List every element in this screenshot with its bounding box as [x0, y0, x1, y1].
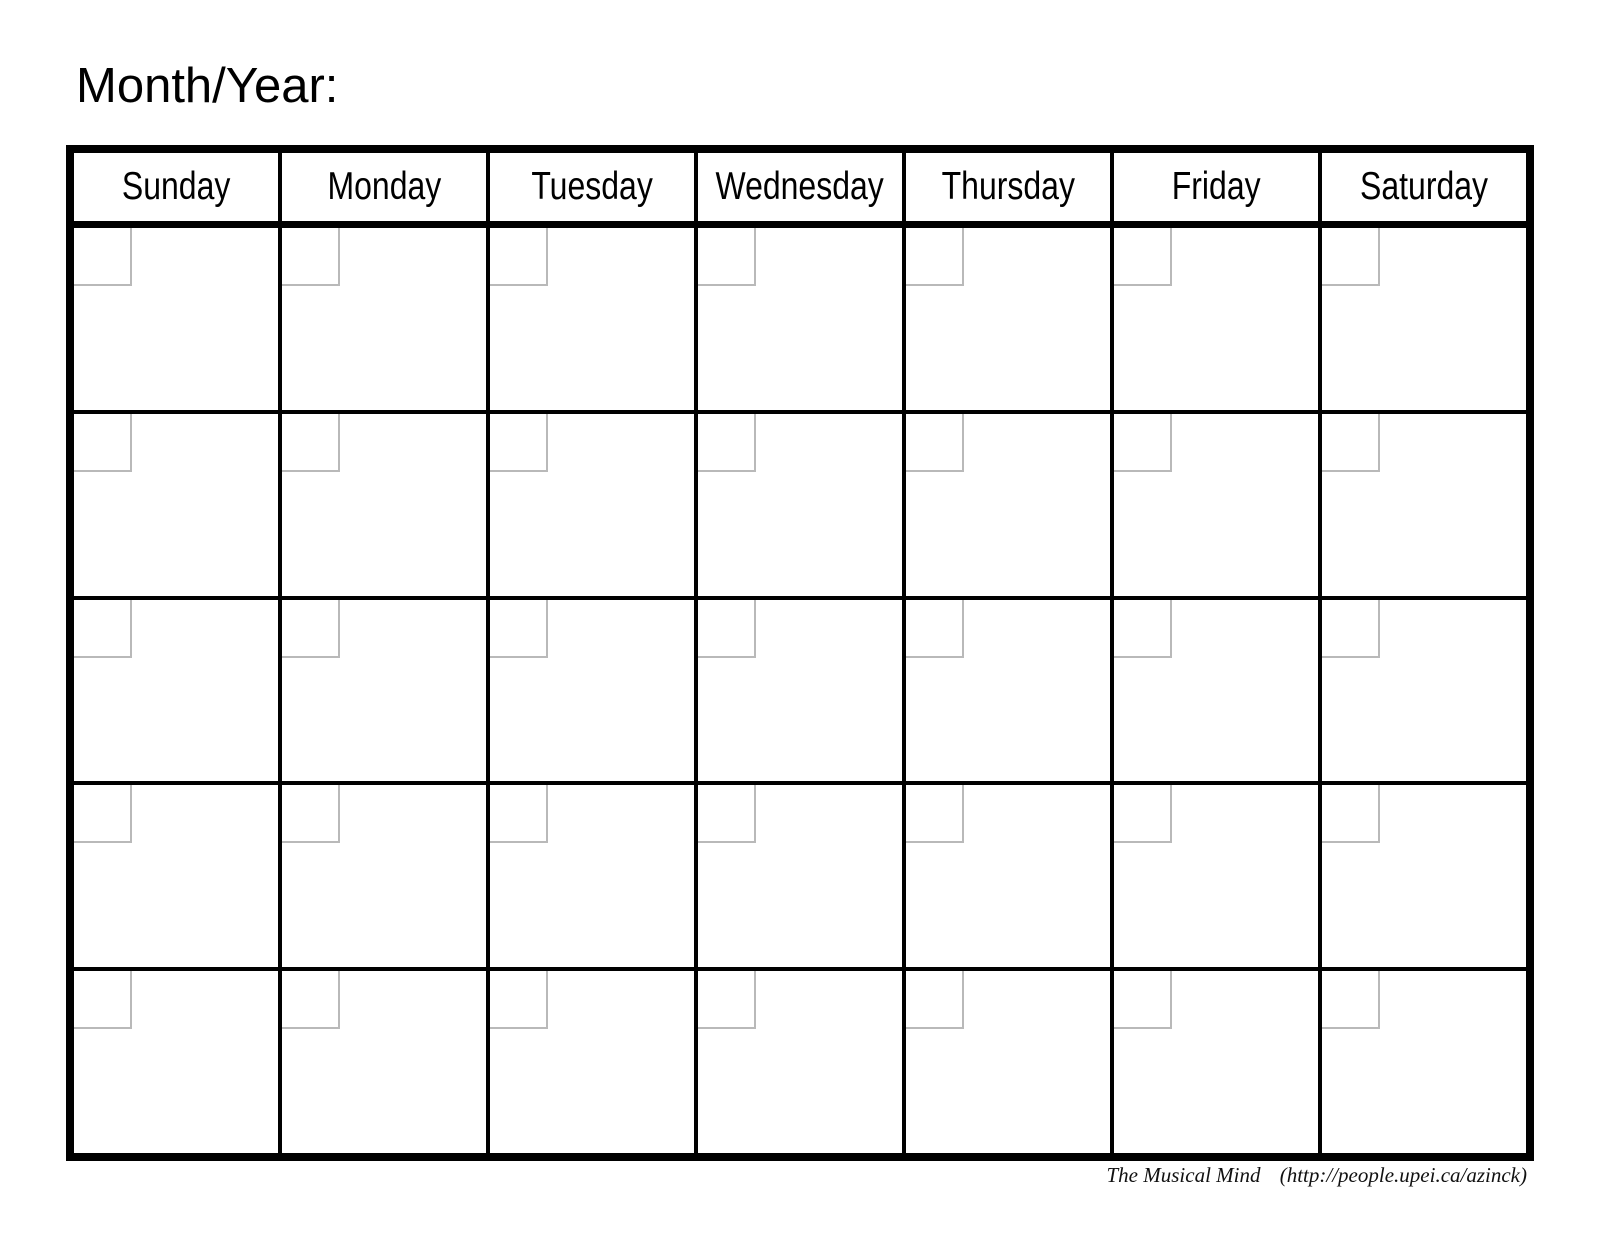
footer-credit: The Musical Mind (http://people.upei.ca/…	[1107, 1163, 1528, 1188]
day-cell	[278, 413, 486, 596]
day-cell	[1110, 413, 1318, 596]
day-cell	[1110, 599, 1318, 782]
day-cell	[486, 228, 694, 410]
day-cell	[902, 228, 1110, 410]
date-number-box	[698, 413, 756, 472]
day-cell	[278, 971, 486, 1153]
day-cell	[486, 599, 694, 782]
day-cell	[694, 599, 902, 782]
date-number-box	[282, 228, 340, 286]
day-header-row: Sunday Monday Tuesday Wednesday Thursday Frid…	[74, 153, 1526, 228]
date-number-box	[282, 971, 340, 1030]
date-number-box	[1114, 971, 1172, 1030]
day-cell	[278, 599, 486, 782]
day-cell	[74, 413, 278, 596]
day-header-label: Saturday	[1359, 165, 1488, 208]
day-cell	[694, 413, 902, 596]
day-cell	[694, 785, 902, 968]
day-cell	[278, 228, 486, 410]
date-number-box	[490, 413, 548, 472]
day-cell	[902, 785, 1110, 968]
day-cell	[74, 599, 278, 782]
day-cell	[902, 413, 1110, 596]
day-cell	[74, 785, 278, 968]
day-cell	[486, 785, 694, 968]
day-header-label: Tuesday	[531, 165, 653, 208]
date-number-box	[1114, 599, 1172, 658]
day-header-friday: Friday	[1110, 153, 1318, 221]
date-number-box	[1322, 785, 1380, 844]
day-header-thursday: Thursday	[902, 153, 1110, 221]
date-number-box	[906, 599, 964, 658]
day-header-sunday: Sunday	[74, 153, 278, 221]
week-row-3	[74, 595, 1526, 782]
date-number-box	[282, 599, 340, 658]
date-number-box	[282, 785, 340, 844]
date-number-box	[1114, 413, 1172, 472]
date-number-box	[490, 971, 548, 1030]
week-row-1	[74, 228, 1526, 410]
date-number-box	[698, 971, 756, 1030]
day-cell	[1110, 785, 1318, 968]
day-cell	[694, 228, 902, 410]
date-number-box	[74, 413, 132, 472]
day-header-monday: Monday	[278, 153, 486, 221]
date-number-box	[906, 785, 964, 844]
date-number-box	[906, 413, 964, 472]
date-number-box	[906, 228, 964, 286]
calendar-grid: Sunday Monday Tuesday Wednesday Thursday Frid…	[66, 145, 1534, 1161]
day-cell	[1318, 599, 1526, 782]
date-number-box	[282, 413, 340, 472]
date-number-box	[698, 599, 756, 658]
day-cell	[486, 971, 694, 1153]
date-number-box	[74, 785, 132, 844]
week-row-2	[74, 409, 1526, 596]
date-number-box	[74, 599, 132, 658]
footer-credit-url: (http://people.upei.ca/azinck)	[1279, 1163, 1527, 1187]
date-number-box	[1114, 228, 1172, 286]
day-cell	[1110, 971, 1318, 1153]
day-cell	[1318, 228, 1526, 410]
day-header-label: Monday	[327, 165, 441, 208]
date-number-box	[490, 785, 548, 844]
day-cell	[74, 971, 278, 1153]
week-row-5	[74, 967, 1526, 1153]
day-header-label: Wednesday	[715, 165, 885, 208]
date-number-box	[490, 599, 548, 658]
calendar-weeks	[74, 228, 1526, 1153]
date-number-box	[490, 228, 548, 286]
day-header-wednesday: Wednesday	[694, 153, 902, 221]
day-header-saturday: Saturday	[1318, 153, 1526, 221]
date-number-box	[1322, 599, 1380, 658]
day-cell	[486, 413, 694, 596]
date-number-box	[698, 785, 756, 844]
date-number-box	[1322, 971, 1380, 1030]
day-cell	[278, 785, 486, 968]
day-cell	[1318, 971, 1526, 1153]
day-cell	[1110, 228, 1318, 410]
date-number-box	[698, 228, 756, 286]
date-number-box	[74, 228, 132, 286]
day-cell	[902, 971, 1110, 1153]
day-cell	[694, 971, 902, 1153]
day-header-label: Friday	[1171, 165, 1261, 208]
page-title: Month/Year:	[76, 59, 339, 113]
day-cell	[1318, 413, 1526, 596]
date-number-box	[74, 971, 132, 1030]
day-header-label: Sunday	[121, 165, 231, 208]
day-cell	[1318, 785, 1526, 968]
day-header-tuesday: Tuesday	[486, 153, 694, 221]
date-number-box	[1114, 785, 1172, 844]
week-row-4	[74, 781, 1526, 968]
date-number-box	[1322, 413, 1380, 472]
day-cell	[74, 228, 278, 410]
date-number-box	[906, 971, 964, 1030]
day-cell	[902, 599, 1110, 782]
day-header-label: Thursday	[941, 165, 1075, 208]
date-number-box	[1322, 228, 1380, 286]
footer-credit-name: The Musical Mind	[1106, 1163, 1261, 1187]
